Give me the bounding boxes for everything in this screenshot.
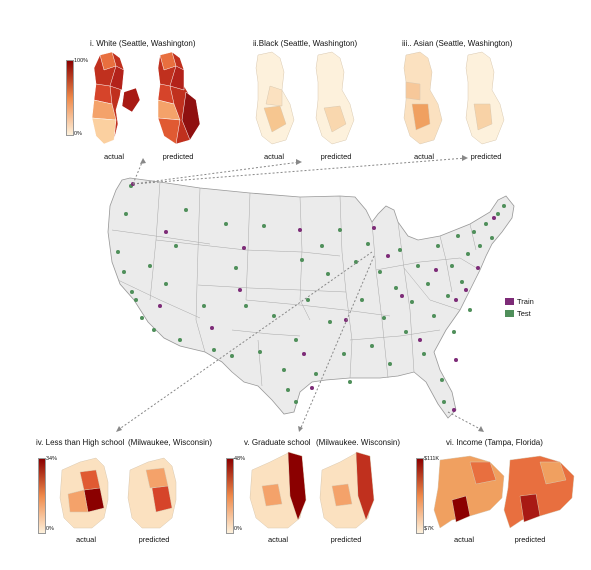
panel-vi-predicted-label: predicted — [514, 535, 546, 544]
panel-i-actual-label: actual — [103, 152, 124, 161]
test-points — [116, 184, 506, 404]
legend-train-label: Train — [517, 297, 534, 306]
panel-vi-actual-label: actual — [453, 535, 474, 544]
map-black-predicted — [315, 51, 355, 145]
arrow-heads — [116, 155, 484, 432]
map-white-actual — [91, 51, 141, 145]
panel-v-subtitle: (Milwaukee. Wisconsin) — [316, 438, 401, 447]
colorbar-income-max: $111K — [424, 456, 440, 462]
leader-arrows — [117, 157, 483, 431]
map-grad-actual — [249, 451, 307, 529]
us-map — [107, 177, 515, 419]
test-swatch — [505, 310, 514, 317]
legend-train: Train — [505, 297, 534, 306]
legend-test-label: Test — [517, 309, 531, 318]
map-white-predicted — [157, 51, 201, 145]
panel-ii-title: ii.Black (Seattle, Washington) — [253, 39, 358, 48]
map-lths-predicted — [127, 457, 177, 529]
panel-i-predicted-label: predicted — [162, 152, 194, 161]
colorbar-white — [66, 60, 74, 136]
panel-iv-actual-label: actual — [75, 535, 96, 544]
colorbar-grad — [226, 458, 234, 534]
map-asian-actual — [403, 51, 443, 145]
colorbar-grad-max: 48% — [234, 456, 246, 462]
panel-iii-title: iii.. Asian (Seattle, Washington) — [402, 39, 513, 48]
panel-v-actual-label: actual — [267, 535, 288, 544]
colorbar-income-min: $7K — [424, 526, 434, 532]
panel-i-title: i. White (Seattle, Washington) — [90, 39, 196, 48]
train-swatch — [505, 298, 514, 305]
panel-iv-predicted-label: predicted — [138, 535, 170, 544]
map-income-predicted — [503, 455, 575, 529]
colorbar-grad-min: 0% — [234, 526, 242, 532]
colorbar-income — [416, 458, 424, 534]
panel-v-predicted-label: predicted — [330, 535, 362, 544]
map-black-actual — [255, 51, 295, 145]
panel-ii-actual-label: actual — [263, 152, 284, 161]
colorbar-white-min: 0% — [74, 131, 82, 137]
panel-iv-title: iv. Less than High school — [36, 438, 125, 447]
map-grad-predicted — [319, 451, 375, 529]
legend-test: Test — [505, 309, 531, 318]
panel-iii-predicted-label: predicted — [470, 152, 502, 161]
panel-iv-subtitle: (Milwaukee, Wisconsin) — [128, 438, 213, 447]
colorbar-white-max: 100% — [74, 58, 89, 64]
panel-iii-actual-label: actual — [413, 152, 434, 161]
colorbar-lths-max: 34% — [46, 456, 58, 462]
panel-v-title: v. Graduate school — [244, 438, 311, 447]
colorbar-lths — [38, 458, 46, 534]
map-income-actual — [433, 455, 505, 529]
colorbar-lths-min: 0% — [46, 526, 54, 532]
train-points — [131, 182, 496, 412]
panel-vi-title: vi. Income (Tampa, Florida) — [446, 438, 543, 447]
map-lths-actual — [59, 457, 109, 529]
panel-ii-predicted-label: predicted — [320, 152, 352, 161]
map-asian-predicted — [465, 51, 505, 145]
